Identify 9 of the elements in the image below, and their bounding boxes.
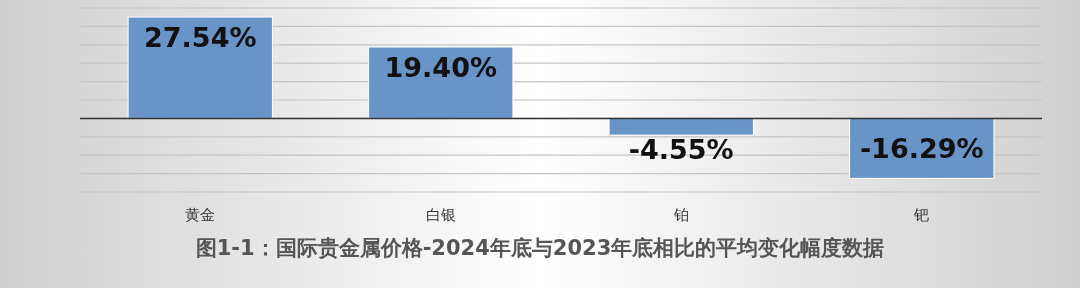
text: 图1-1：国际贵金属价格-2024年底与2023年底相比的平均变化幅度数据 [195,236,885,260]
x-tick-label: 铂 [672,206,689,224]
data-label: -4.55% [628,134,734,166]
data-label: 19.40% [384,52,497,84]
x-tick-label: 钯 [913,206,930,224]
data-label: -16.29% [859,133,984,165]
data-label: 27.54% [144,22,257,54]
x-tick-label: 黄金 [185,206,216,224]
x-tick-label: 白银 [425,206,456,224]
